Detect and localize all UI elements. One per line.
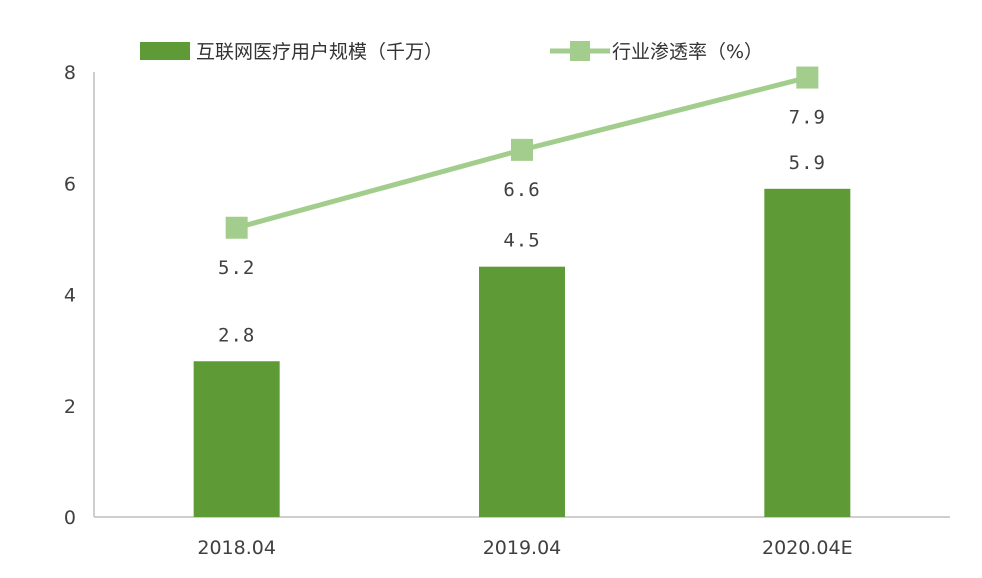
- line-data-labels: 5.2 6.6 7.9: [218, 107, 826, 279]
- line-series: [225, 66, 819, 239]
- line-data-label: 7.9: [789, 107, 826, 129]
- x-tick-label: 2020.04E: [762, 537, 853, 559]
- bar-data-label: 4.5: [503, 230, 540, 252]
- line-data-label: 6.6: [503, 179, 540, 201]
- bar: [193, 361, 280, 517]
- y-tick-label: 6: [64, 173, 76, 195]
- legend-line-label: 行业渗透率（%）: [612, 41, 763, 63]
- bar: [764, 188, 851, 517]
- legend-bar-label: 互联网医疗用户规模（千万）: [196, 41, 443, 63]
- line-marker: [225, 216, 248, 239]
- y-tick-label: 4: [64, 285, 76, 307]
- legend-bar-swatch: [140, 42, 190, 60]
- bar-data-label: 5.9: [789, 152, 826, 174]
- legend-line-marker: [570, 41, 590, 61]
- x-tick-label: 2018.04: [197, 537, 276, 559]
- y-tick-label: 0: [64, 507, 76, 529]
- line-data-label: 5.2: [218, 257, 255, 279]
- legend: 互联网医疗用户规模（千万） 行业渗透率（%）: [140, 41, 763, 63]
- bar-data-label: 2.8: [218, 324, 255, 346]
- bar: [479, 266, 565, 517]
- x-tick-labels: 2018.04 2019.04 2020.04E: [197, 537, 852, 559]
- x-tick-label: 2019.04: [483, 537, 562, 559]
- bars: [193, 188, 851, 517]
- y-tick-label: 8: [64, 62, 76, 84]
- line-marker: [796, 66, 819, 89]
- bar-data-labels: 2.8 4.5 5.9: [218, 152, 826, 346]
- y-tick-labels: 0 2 4 6 8: [64, 62, 76, 529]
- y-tick-label: 2: [64, 396, 76, 418]
- line-marker: [511, 138, 533, 161]
